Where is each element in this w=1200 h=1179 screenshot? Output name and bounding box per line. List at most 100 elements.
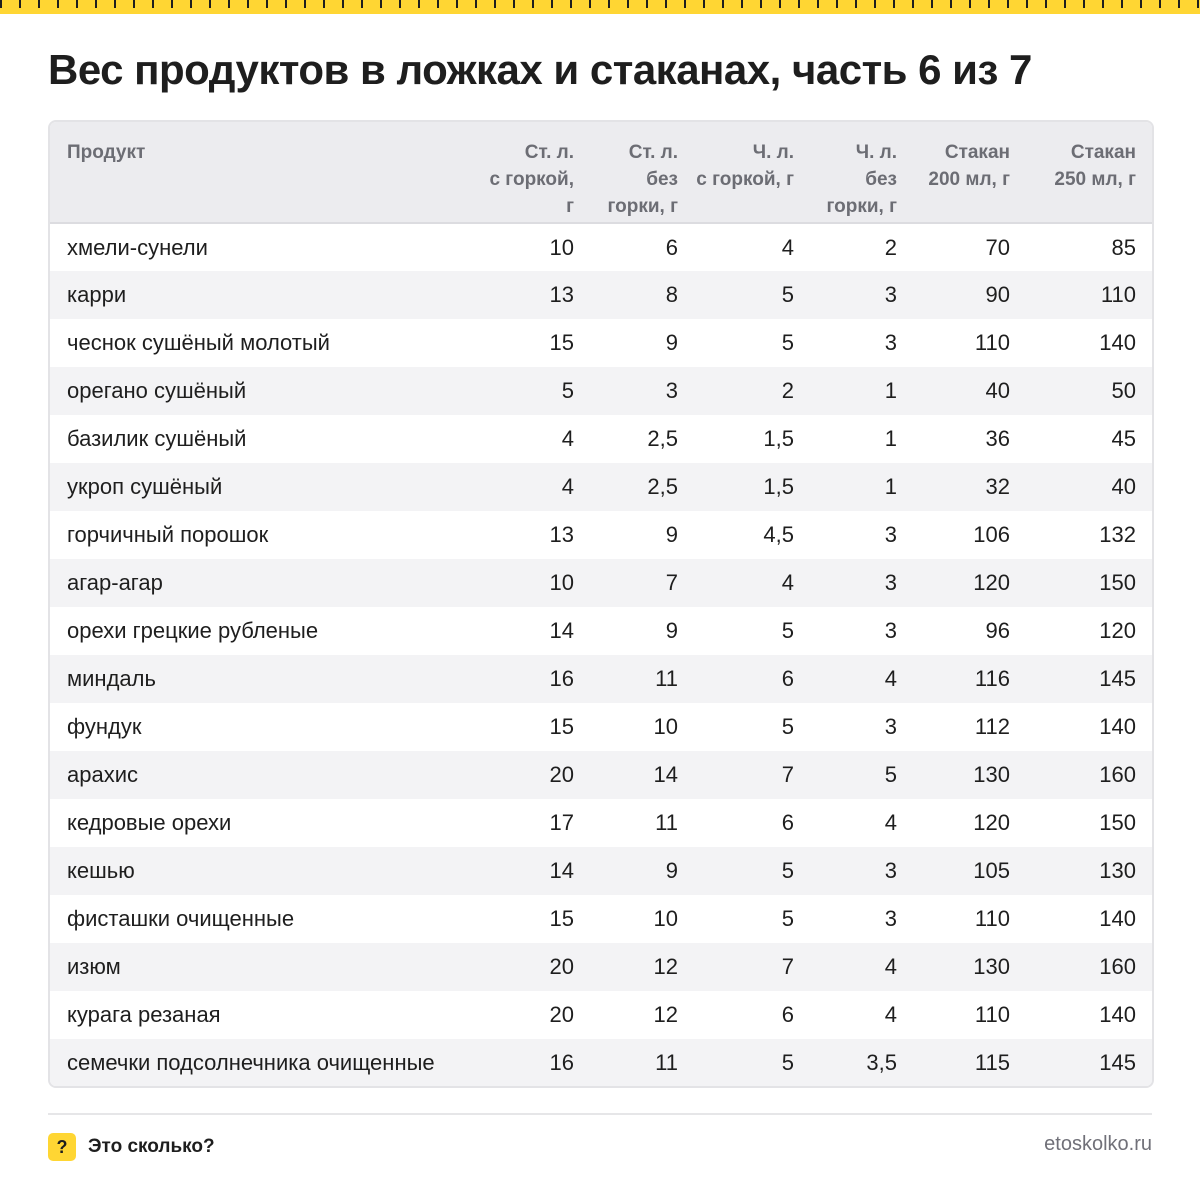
weight-cell: 4 [781, 570, 794, 595]
column-header: Продукт [50, 122, 480, 223]
weight-cell: 15 [549, 906, 574, 931]
weight-cell: 1 [884, 426, 897, 451]
weight-cell: 150 [1099, 810, 1136, 835]
weight-cell: 160 [1099, 954, 1136, 979]
weight-cell: 15 [549, 330, 574, 355]
weight-cell: 11 [655, 810, 678, 835]
weight-cell: 115 [974, 1050, 1010, 1075]
weight-cell: 5 [561, 378, 574, 403]
weights-table: Продукт Ст. л. с горкой, г Ст. л. без горки, … [50, 122, 1152, 1086]
weight-cell: 4 [884, 954, 897, 979]
weight-cell: 4,5 [763, 522, 794, 547]
weight-cell: 2 [781, 378, 794, 403]
product-name-cell: орегано сушёный [67, 378, 247, 403]
weight-cell: 1 [884, 474, 897, 499]
weight-cell: 8 [665, 282, 678, 307]
column-header-line: Продукт [67, 142, 146, 163]
product-name-cell: фисташки очищенные [67, 906, 295, 931]
weight-cell: 10 [653, 906, 678, 931]
product-name-cell: арахис [67, 762, 138, 787]
weight-cell: 3 [884, 522, 897, 547]
product-name-cell: карри [67, 282, 127, 307]
weight-cell: 3 [884, 714, 897, 739]
weight-cell: 130 [973, 954, 1010, 979]
column-header: Ст. л. с горкой, г [480, 122, 587, 223]
product-name-cell: орехи грецкие рубленые [67, 618, 319, 643]
product-name-cell: кешью [67, 858, 135, 883]
column-header: Ч. л. с горкой, г [691, 122, 807, 223]
product-name-cell: кедровые орехи [67, 810, 232, 835]
weight-cell: 70 [985, 234, 1010, 260]
weight-cell: 110 [974, 906, 1010, 931]
table-row: укроп сушёный 4 2,5 1,5 1 32 40 [50, 463, 1152, 511]
product-name-cell: агар-агар [67, 570, 163, 595]
weight-cell: 14 [653, 762, 678, 787]
weight-cell: 3,5 [866, 1050, 897, 1075]
product-name-cell: базилик сушёный [67, 426, 247, 451]
weight-cell: 4 [884, 1002, 897, 1027]
column-header: Стакан 200 мл, г [910, 122, 1023, 223]
weight-cell: 90 [985, 282, 1010, 307]
table-row: агар-агар 10 7 4 3 120 150 [50, 559, 1152, 607]
weight-cell: 7 [781, 762, 794, 787]
weight-cell: 145 [1099, 1050, 1136, 1075]
product-name-cell: семечки подсолнечника очищенные [67, 1050, 435, 1075]
weight-cell: 17 [549, 810, 574, 835]
brand-name: Это сколько? [88, 1136, 215, 1157]
weight-cell: 2,5 [647, 426, 678, 451]
weight-cell: 5 [781, 714, 794, 739]
table-row: чеснок сушёный молотый 15 9 5 3 110 140 [50, 319, 1152, 367]
weight-cell: 16 [549, 1050, 574, 1075]
weight-cell: 116 [974, 666, 1010, 691]
table-row: арахис 20 14 7 5 130 160 [50, 751, 1152, 799]
product-name-cell: укроп сушёный [67, 474, 223, 499]
weight-cell: 3 [884, 570, 897, 595]
weight-cell: 7 [665, 570, 678, 595]
table-row: изюм 20 12 7 4 130 160 [50, 943, 1152, 991]
weight-cell: 5 [781, 282, 794, 307]
weight-cell: 3 [665, 378, 678, 403]
column-header-line: 200 мл, г [928, 169, 1010, 190]
weight-cell: 150 [1099, 570, 1136, 595]
weight-cell: 40 [985, 378, 1010, 403]
weight-cell: 7 [781, 954, 794, 979]
weight-cell: 5 [781, 858, 794, 883]
ruler-decoration [0, 0, 1200, 14]
table-row: карри 13 8 5 3 90 110 [50, 271, 1152, 319]
weight-cell: 6 [781, 810, 794, 835]
weight-cell: 13 [549, 282, 574, 307]
column-header: Ч. л. без горки, г [807, 122, 910, 223]
column-header-line: Стакан [1070, 142, 1136, 163]
product-name-cell: миндаль [67, 666, 156, 691]
weight-cell: 2 [884, 234, 897, 260]
weight-cell: 4 [781, 234, 794, 260]
weight-cell: 3 [884, 330, 897, 355]
weight-cell: 120 [973, 570, 1010, 595]
weight-cell: 6 [781, 666, 794, 691]
product-name-cell: курага резаная [67, 1002, 221, 1027]
weights-table-card: Продукт Ст. л. с горкой, г Ст. л. без горки, … [48, 120, 1154, 1088]
weight-cell: 13 [549, 522, 574, 547]
weight-cell: 140 [1099, 714, 1136, 739]
weight-cell: 9 [665, 618, 678, 643]
weight-cell: 4 [561, 474, 574, 499]
weight-cell: 20 [549, 954, 574, 979]
weight-cell: 9 [665, 522, 678, 547]
weight-cell: 40 [1111, 474, 1136, 499]
weight-cell: 2,5 [647, 474, 678, 499]
column-header-line: 250 мл, г [1054, 169, 1136, 190]
column-header-line: с горкой, г [696, 169, 794, 190]
weight-cell: 85 [1111, 234, 1136, 260]
table-body: хмели-сунели 10 6 4 2 70 85 карри 13 8 5 3 90 110 чесн… [50, 223, 1152, 1086]
weight-cell: 10 [549, 234, 574, 260]
weight-cell: 110 [974, 330, 1010, 355]
table-row: орегано сушёный 5 3 2 1 40 50 [50, 367, 1152, 415]
weight-cell: 1,5 [763, 474, 794, 499]
weight-cell: 9 [665, 858, 678, 883]
column-header-line: без [646, 169, 678, 190]
page-title: Вес продуктов в ложках и стаканах, часть… [48, 46, 1032, 93]
weight-cell: 4 [561, 426, 574, 451]
weight-cell: 160 [1099, 762, 1136, 787]
weight-cell: 4 [884, 810, 897, 835]
weight-cell: 130 [1099, 858, 1136, 883]
